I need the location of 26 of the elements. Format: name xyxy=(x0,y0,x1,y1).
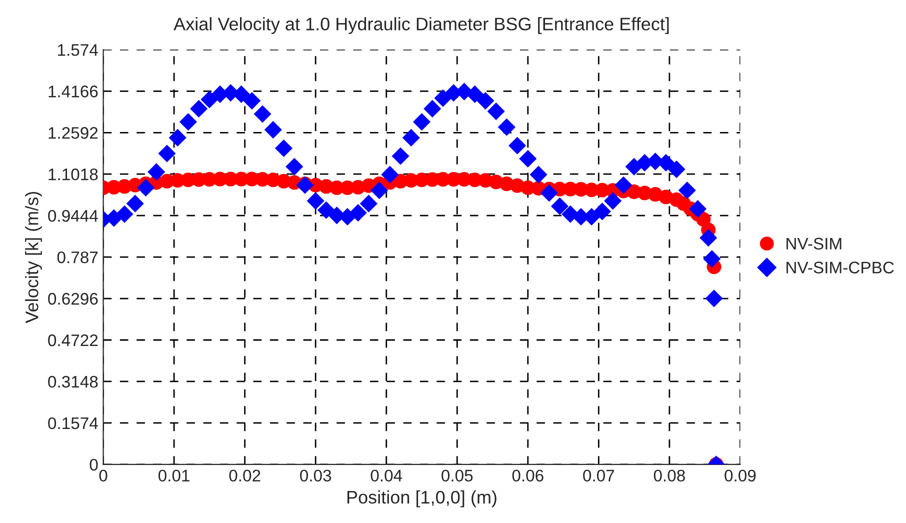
y-tick-label: 0.1574 xyxy=(48,417,98,430)
x-tick-label: 0.09 xyxy=(724,470,756,482)
x-tick-label: 0 xyxy=(99,470,108,482)
y-tick-label: 0.787 xyxy=(57,251,98,264)
x-axis-title: Position [1,0,0] (m) xyxy=(347,490,496,508)
y-tick-label: 1.574 xyxy=(58,44,98,56)
y-tick-label: 1.2592 xyxy=(48,127,98,139)
x-tick-label: 0.03 xyxy=(300,470,332,482)
y-tick-label: 0.9444 xyxy=(48,210,98,222)
y-tick-label: 0.3148 xyxy=(48,376,98,388)
legend-label: NV-SIM-CPBC xyxy=(786,262,894,274)
x-tick-label: 0.04 xyxy=(370,470,402,482)
x-tick-label: 0.02 xyxy=(229,470,260,482)
y-tick-label: 1.1018 xyxy=(48,168,98,180)
x-tick-label: 0.05 xyxy=(442,470,473,482)
y-tick-label: 0 xyxy=(90,458,98,471)
x-tick-label: 0.07 xyxy=(583,470,614,482)
chart-title: Axial Velocity at 1.0 Hydraulic Diameter BSG [Entrance Effect] xyxy=(174,17,669,34)
y-tick-label: 1.4166 xyxy=(48,86,98,98)
y-tick-label: 0.4722 xyxy=(48,334,98,346)
x-tick-label: 0.08 xyxy=(654,470,685,482)
y-axis-title: Velocity [k] (m/s) xyxy=(25,192,42,324)
x-tick-label: 0.01 xyxy=(158,470,190,482)
x-tick-label: 0.06 xyxy=(512,470,544,482)
y-tick-label: 0.6296 xyxy=(48,292,98,305)
legend-label: NV-SIM xyxy=(786,238,842,250)
